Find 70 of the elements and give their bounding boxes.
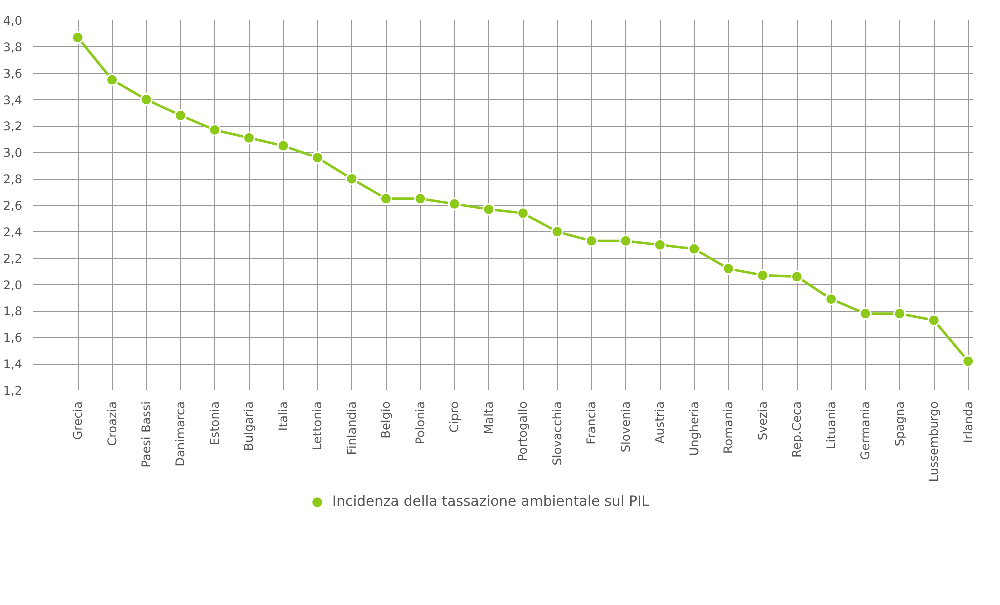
x-tick-label: Belgio [379,401,394,439]
y-tick-label: 3,6 [3,66,23,81]
point [106,74,119,86]
point [448,198,461,210]
x-tick-label: Danimarca [174,401,188,467]
y-tick-label: 3,4 [3,93,23,108]
point [551,226,564,238]
y-tick-label: 2,0 [3,278,23,292]
y-tick-label: 2,4 [3,225,23,240]
point [825,293,838,306]
y-tick-label: 3,0 [3,146,23,160]
point [585,234,598,248]
point [174,109,187,122]
x-tick-label: Lettonia [310,401,325,450]
point [928,314,940,327]
x-tick-label: Austria [653,401,668,444]
x-tick-label: Lituania [824,401,838,450]
x-tick-label: Finlandia [344,401,359,456]
x-tick-label: Rep.Ceca [790,402,804,458]
y-tick-label: 1,4 [3,358,23,372]
x-tick-label: Estonia [208,401,222,446]
x-tick-label: Germania [858,401,873,460]
y-tick-label: 3,8 [3,40,23,54]
point [311,152,324,164]
point [414,192,427,206]
y-tick-label: 1,2 [3,384,23,398]
x-tick-label: Italia [276,401,290,432]
point [790,270,804,284]
point [756,269,770,282]
x-tick-label: Svezia [756,401,770,441]
y-tick-label: 2,6 [3,199,23,213]
point [894,308,906,320]
point [140,94,153,106]
y-tick-label: 1,8 [3,304,23,319]
x-tick-label: Polonia [413,401,428,445]
x-tick-label: Romania [722,401,736,454]
y-tick-label: 2,8 [3,172,23,187]
x-tick-label: Bulgaria [242,402,256,452]
x-tick-label: Slovenia [618,401,633,453]
y-tick-label: 2,2 [3,252,23,266]
point [482,203,496,216]
point [962,355,974,368]
point [242,132,256,144]
point [208,124,222,136]
point [620,234,632,248]
x-tick-label: Ungheria [687,401,702,456]
x-tick-label: Slovacchia [550,401,564,466]
point [346,172,358,186]
point [688,242,701,256]
x-tick-label: Spagna [892,401,907,447]
x-tick-label: Grecia [71,401,86,440]
point [516,207,530,220]
x-tick-label: Cipro [448,402,462,433]
x-tick-label: Croazia [105,401,120,446]
x-tick-label: Portogallo [516,401,530,462]
x-tick-label: Malta [482,401,496,435]
point [277,140,290,152]
x-tick-label: Irlanda [961,401,976,444]
point [72,31,84,44]
y-tick-label: 1,6 [3,331,23,346]
x-tick-label: Paesi Bassi [140,401,154,468]
y-tick-label: 4,0 [3,14,23,28]
x-tick-label: Francia [584,401,599,445]
x-tick-label: Lussemburgo [927,402,942,482]
point [859,308,872,320]
point [722,262,735,276]
legend-label: Incidenza della tassazione ambientale sul PIL [332,494,650,510]
point [654,238,666,252]
point [380,192,392,206]
y-tick-label: 3,2 [3,120,23,134]
